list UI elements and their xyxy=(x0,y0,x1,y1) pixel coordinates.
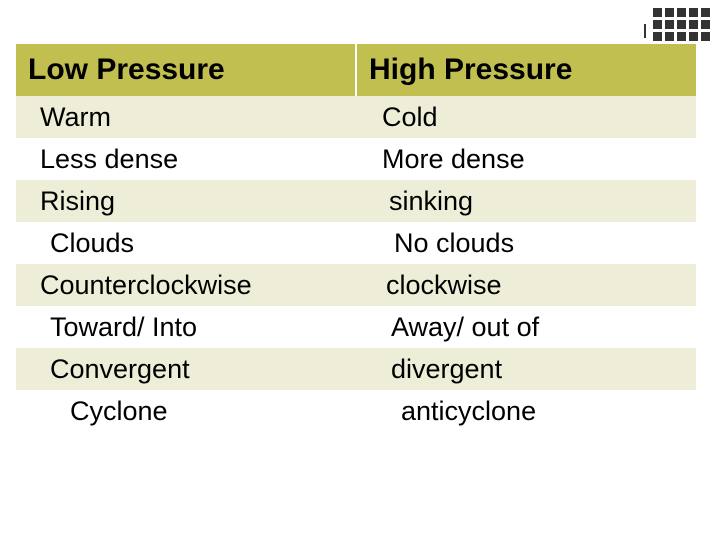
cell-left: Cyclone xyxy=(16,390,365,432)
table-row: Convergent divergent xyxy=(16,348,696,390)
cell-right: Cold xyxy=(354,96,696,138)
cell-left: Warm xyxy=(16,96,354,138)
cell-left: Clouds xyxy=(16,222,352,264)
header-high-pressure: High Pressure xyxy=(357,44,696,96)
cell-right: sinking xyxy=(347,180,696,222)
cell-left: Convergent xyxy=(16,348,355,390)
cell-left: Less dense xyxy=(16,138,354,180)
cell-right: anticyclone xyxy=(365,390,696,432)
table-header-row: Low Pressure High Pressure xyxy=(16,44,696,96)
cell-right: Away/ out of xyxy=(355,306,696,348)
cell-right: No clouds xyxy=(352,222,696,264)
cell-right: divergent xyxy=(355,348,696,390)
header-low-pressure: Low Pressure xyxy=(16,44,357,96)
cell-right: More dense xyxy=(354,138,696,180)
table-row: Warm Cold xyxy=(16,96,696,138)
table-row: Cyclone anticyclone xyxy=(16,390,696,432)
cell-left: Rising xyxy=(16,180,347,222)
table-row: Rising sinking xyxy=(16,180,696,222)
cell-right: clockwise xyxy=(350,264,696,306)
table-row: Toward/ Into Away/ out of xyxy=(16,306,696,348)
cell-left: Toward/ Into xyxy=(16,306,355,348)
table-row: Clouds No clouds xyxy=(16,222,696,264)
comparison-table: Low Pressure High Pressure Warm Cold Les… xyxy=(16,44,696,432)
table-row: Less dense More dense xyxy=(16,138,696,180)
cell-left: Counterclockwise xyxy=(16,264,350,306)
tick-mark xyxy=(644,24,646,38)
table-row: Counterclockwise clockwise xyxy=(16,264,696,306)
corner-dots xyxy=(653,8,710,41)
